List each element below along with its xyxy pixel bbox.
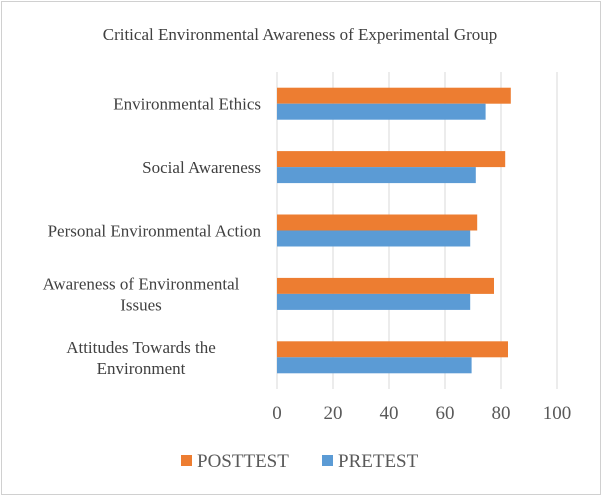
x-tick-label: 100	[543, 403, 572, 424]
bar-pretest	[277, 230, 471, 247]
legend-item: PRETEST	[322, 451, 419, 472]
category-label-line: Attitudes Towards the	[66, 338, 216, 357]
category-label: Awareness of Environmental Issues	[43, 274, 240, 314]
legend-label: PRETEST	[338, 451, 419, 472]
x-tick-label: 20	[324, 403, 343, 424]
bar-posttest	[277, 277, 494, 294]
x-tick-label: 40	[380, 403, 399, 424]
bar-pretest	[277, 293, 471, 310]
bar-pretest	[277, 357, 472, 374]
bar-posttest	[277, 214, 478, 231]
legend-label: POSTTEST	[197, 451, 289, 472]
category-label: Environmental Ethics	[113, 95, 261, 114]
x-axis-ticks: 0 20 40 60 80 100	[272, 403, 571, 424]
bar-posttest	[277, 341, 508, 358]
bar-pretest	[277, 103, 486, 120]
legend-swatch	[322, 455, 333, 466]
category-labels: Attitudes Towards the Environment Awarenes…	[43, 95, 262, 378]
category-label-line: Environment	[97, 359, 186, 378]
x-tick-label: 60	[436, 403, 455, 424]
legend: POSTTEST PRETEST	[181, 451, 419, 472]
category-label: Social Awareness	[142, 158, 261, 177]
category-label: Attitudes Towards the Environment	[66, 338, 216, 378]
bars	[277, 87, 511, 374]
legend-item: POSTTEST	[181, 451, 289, 472]
legend-swatch	[181, 455, 192, 466]
chart-title: Critical Environmental Awareness of Expe…	[103, 25, 498, 44]
category-label-line: Awareness of Environmental	[43, 274, 240, 293]
category-label: Personal Environmental Action	[48, 222, 262, 241]
bar-posttest	[277, 151, 506, 168]
bar-posttest	[277, 87, 511, 104]
x-tick-label: 80	[492, 403, 511, 424]
category-label-line: Issues	[120, 295, 162, 314]
gridlines	[276, 72, 558, 389]
bar-pretest	[277, 167, 476, 184]
x-tick-label: 0	[272, 403, 282, 424]
